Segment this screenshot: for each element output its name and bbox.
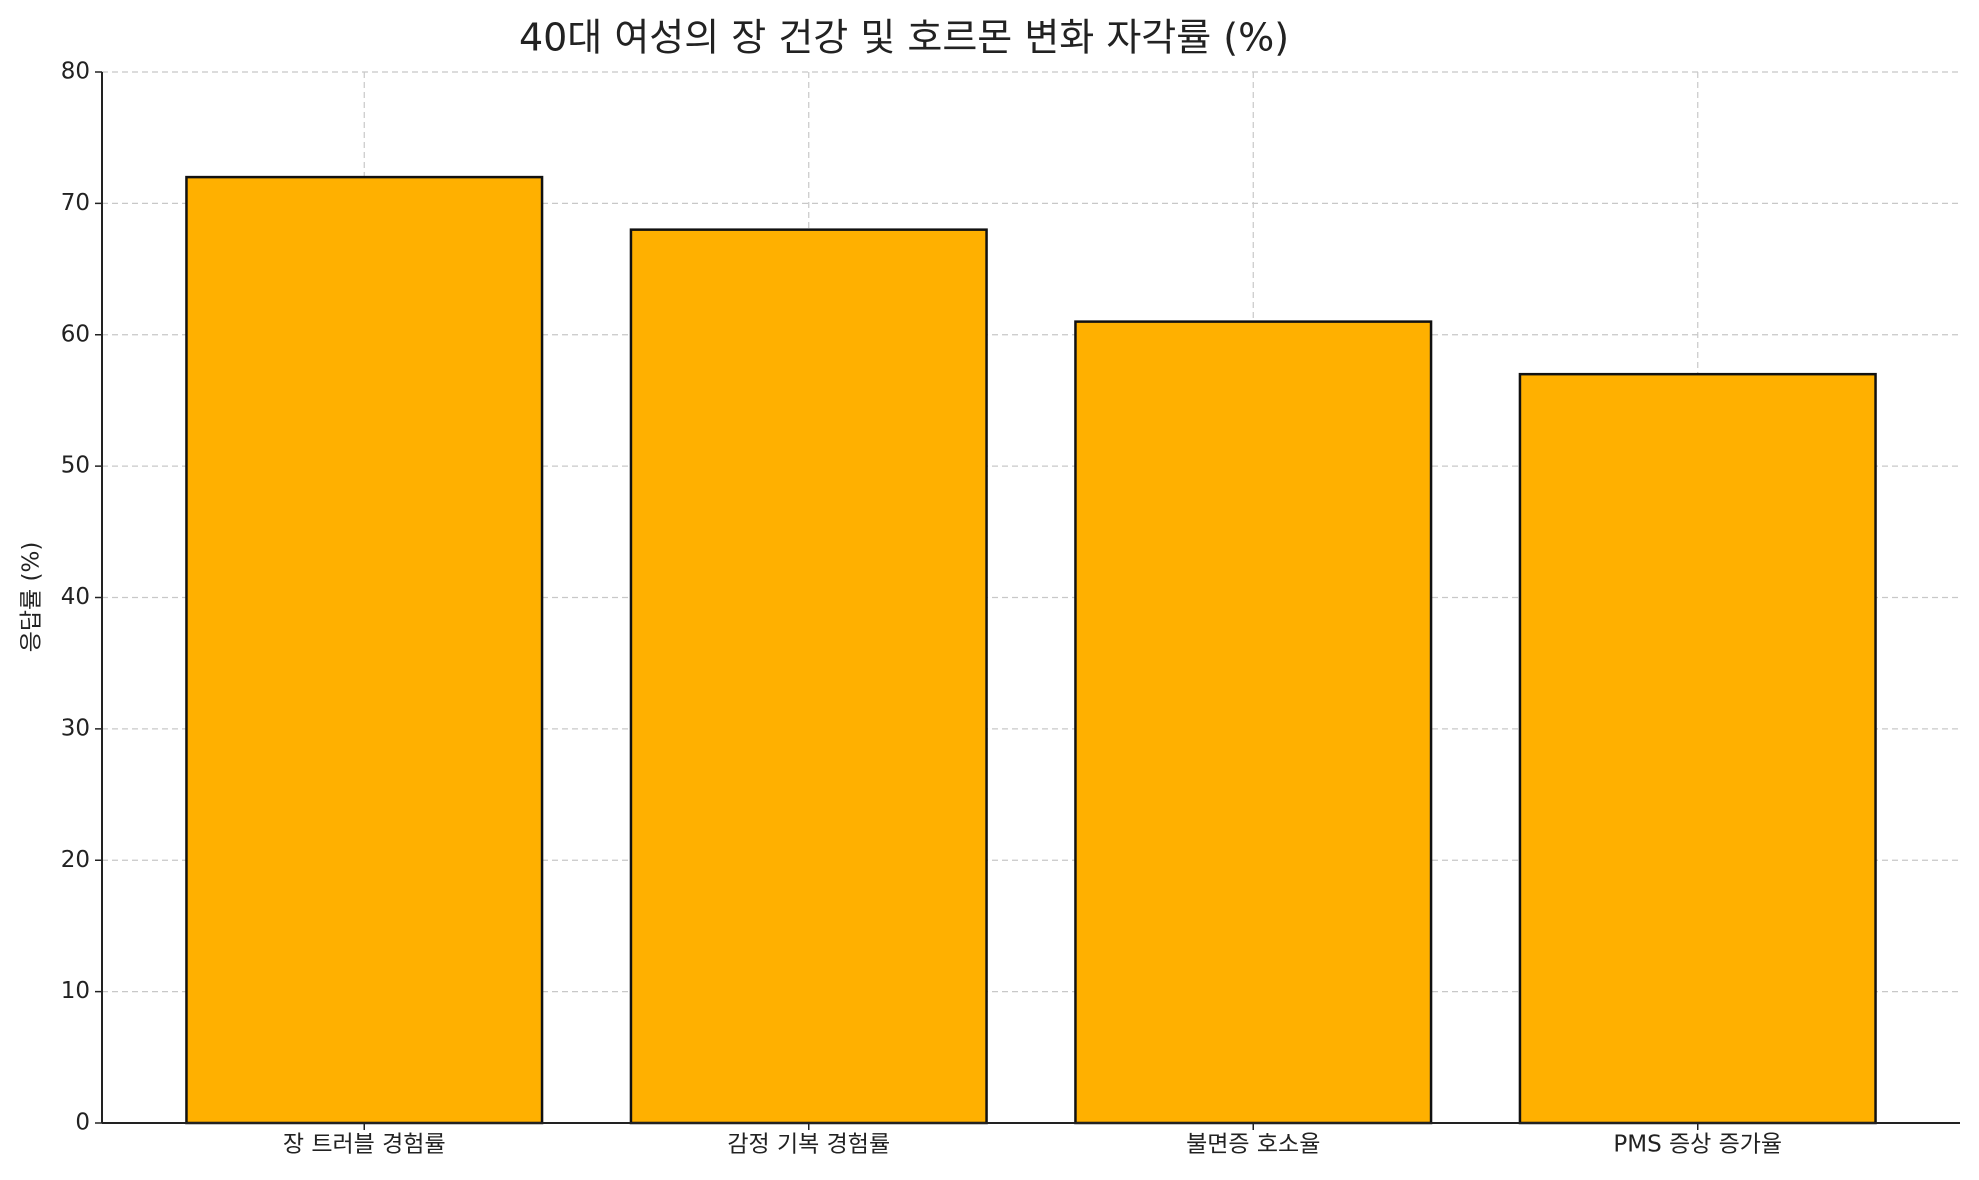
x-tick-label: 감정 기복 경험률 <box>727 1132 890 1158</box>
chart-title: 40대 여성의 장 건강 및 호르몬 변화 자각률 (%) <box>519 16 1289 60</box>
x-tick-label: 불면증 호소율 <box>1186 1132 1320 1158</box>
bar <box>1518 372 1877 1125</box>
bar <box>629 228 988 1125</box>
y-tick-label: 70 <box>61 190 90 216</box>
y-tick-label: 50 <box>61 453 90 479</box>
y-tick-label: 80 <box>61 59 90 85</box>
bar <box>1074 320 1433 1125</box>
y-tick-label: 0 <box>75 1110 90 1136</box>
y-axis-label: 응답률 (%) <box>19 542 45 653</box>
y-tick-label: 10 <box>61 978 90 1004</box>
y-tick-label: 60 <box>61 321 90 347</box>
x-tick-label: 장 트러블 경험률 <box>283 1132 446 1158</box>
y-tick-label: 40 <box>61 584 90 610</box>
y-tick-label: 20 <box>61 847 90 873</box>
y-tick-label: 30 <box>61 715 90 741</box>
x-tick-label: PMS 증상 증가율 <box>1613 1132 1782 1158</box>
bar <box>185 175 544 1125</box>
